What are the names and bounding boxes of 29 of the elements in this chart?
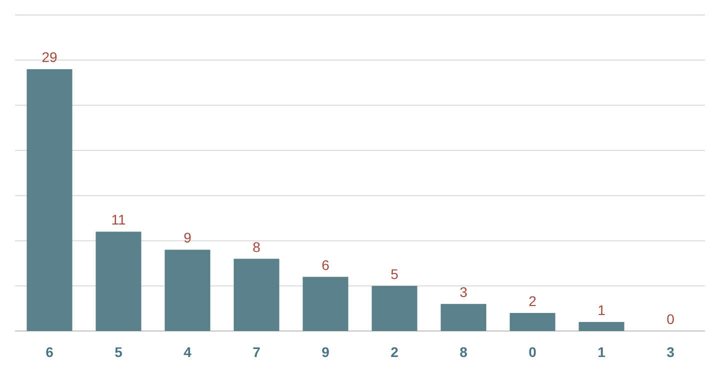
data-label: 0 [666, 311, 675, 327]
data-label: 11 [111, 212, 126, 228]
bar [26, 69, 72, 331]
x-tick-label: 1 [598, 344, 606, 360]
x-tick-label: 8 [460, 344, 468, 360]
x-tick-label: 4 [184, 344, 192, 360]
data-label: 29 [42, 49, 58, 66]
x-tick-label: 6 [46, 344, 54, 360]
data-label: 8 [252, 238, 261, 255]
bar [96, 232, 142, 331]
x-tick-label: 5 [114, 344, 123, 360]
data-label: 9 [184, 230, 192, 246]
x-tick-label: 9 [322, 344, 330, 360]
bar [578, 322, 624, 331]
data-label: 2 [528, 292, 537, 309]
x-tick-label: 0 [528, 344, 537, 360]
data-label: 5 [390, 266, 399, 282]
x-tick-label: 7 [252, 344, 261, 360]
bar [302, 276, 348, 331]
bar [234, 258, 280, 331]
data-label: 3 [460, 284, 468, 300]
x-tick-label: 3 [666, 344, 675, 360]
x-tick-label: 2 [390, 344, 399, 360]
bar [440, 304, 486, 331]
data-label: 1 [598, 302, 606, 318]
bar [510, 312, 556, 331]
bar [164, 250, 210, 331]
bar [372, 286, 418, 331]
data-label: 6 [322, 256, 330, 273]
